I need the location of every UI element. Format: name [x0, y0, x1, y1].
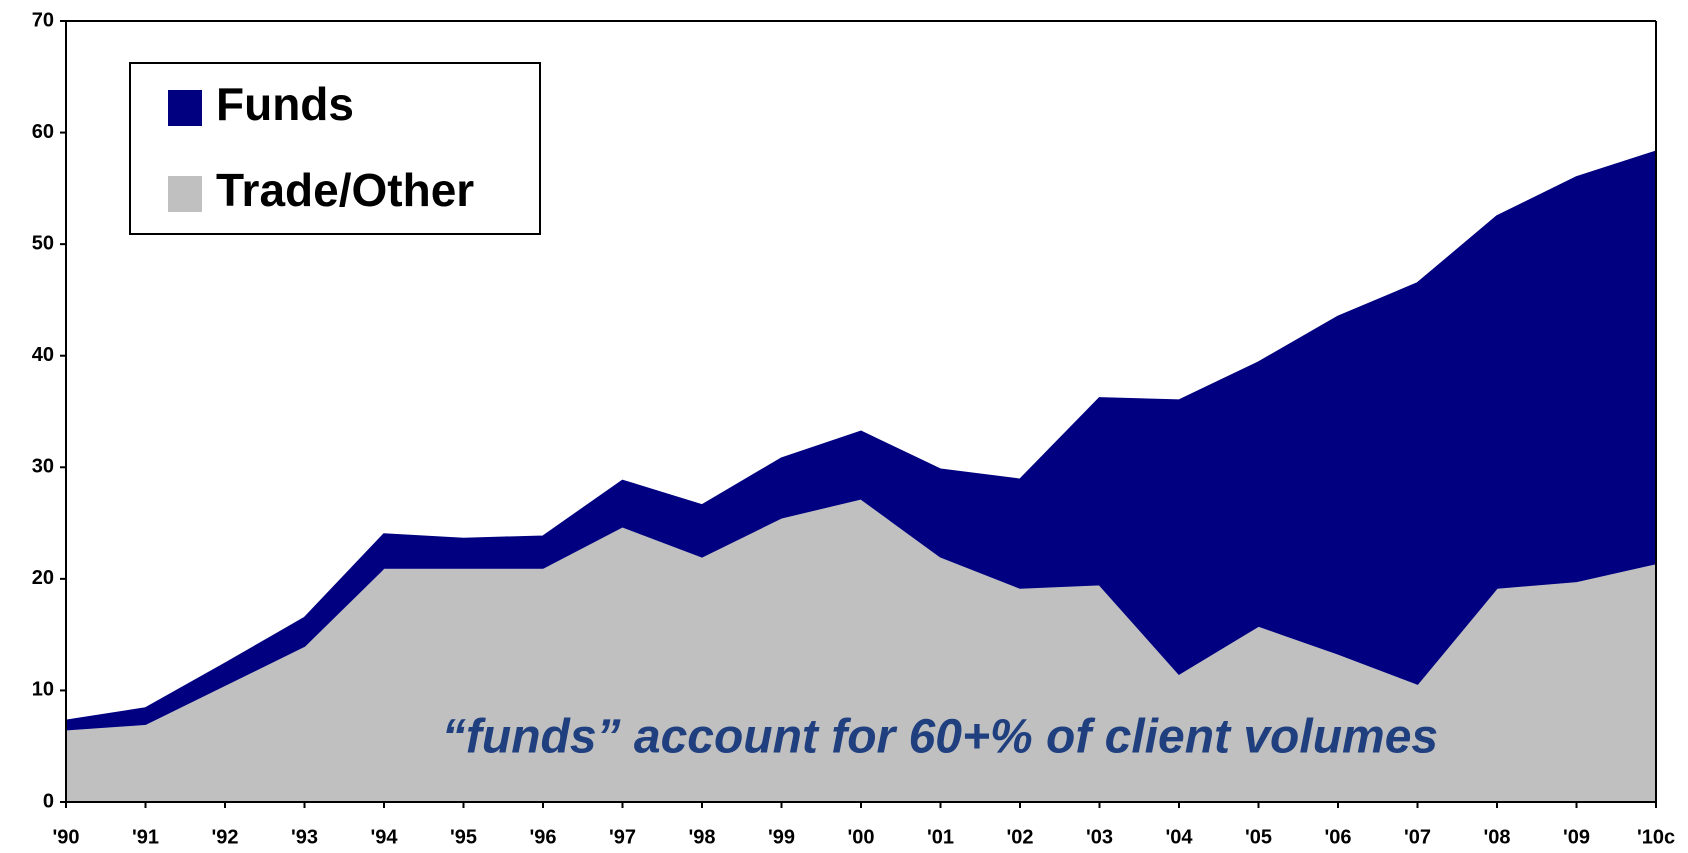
- annotation: “funds” account for 60+% of client volum…: [442, 711, 1438, 764]
- legend-swatch: [168, 90, 202, 126]
- x-tick-label: '02: [1006, 826, 1033, 848]
- x-tick-label: '01: [927, 826, 954, 848]
- y-tick-label: 30: [32, 456, 54, 478]
- x-tick-label: '08: [1483, 826, 1510, 848]
- x-tick-label: '10c: [1637, 826, 1675, 848]
- x-tick-label: '97: [609, 826, 636, 848]
- x-tick-label: '98: [688, 826, 715, 848]
- x-tick-label: '06: [1324, 826, 1351, 848]
- x-tick-label: '91: [132, 826, 159, 848]
- x-tick-label: '99: [768, 826, 795, 848]
- legend-swatch: [168, 176, 202, 212]
- x-tick-label: '90: [52, 826, 79, 848]
- y-tick-label: 0: [43, 790, 54, 812]
- x-tick-label: '07: [1404, 826, 1431, 848]
- x-tick-label: '09: [1563, 826, 1590, 848]
- x-tick-label: '94: [370, 826, 398, 848]
- y-tick-label: 50: [32, 232, 54, 254]
- x-tick-label: '96: [529, 826, 556, 848]
- y-tick-label: 40: [32, 344, 54, 366]
- legend-label: Funds: [216, 78, 354, 130]
- x-tick-label: '95: [450, 826, 477, 848]
- x-tick-label: '00: [847, 826, 874, 848]
- y-tick-label: 20: [32, 567, 54, 589]
- x-tick-label: '03: [1086, 826, 1113, 848]
- y-tick-label: 60: [32, 121, 54, 143]
- x-tick-label: '05: [1245, 826, 1272, 848]
- x-tick-label: '93: [291, 826, 318, 848]
- y-tick-label: 10: [32, 679, 54, 701]
- y-tick-label: 70: [32, 9, 54, 31]
- x-tick-label: '92: [211, 826, 238, 848]
- legend-label: Trade/Other: [216, 164, 474, 216]
- x-tick-label: '04: [1165, 826, 1193, 848]
